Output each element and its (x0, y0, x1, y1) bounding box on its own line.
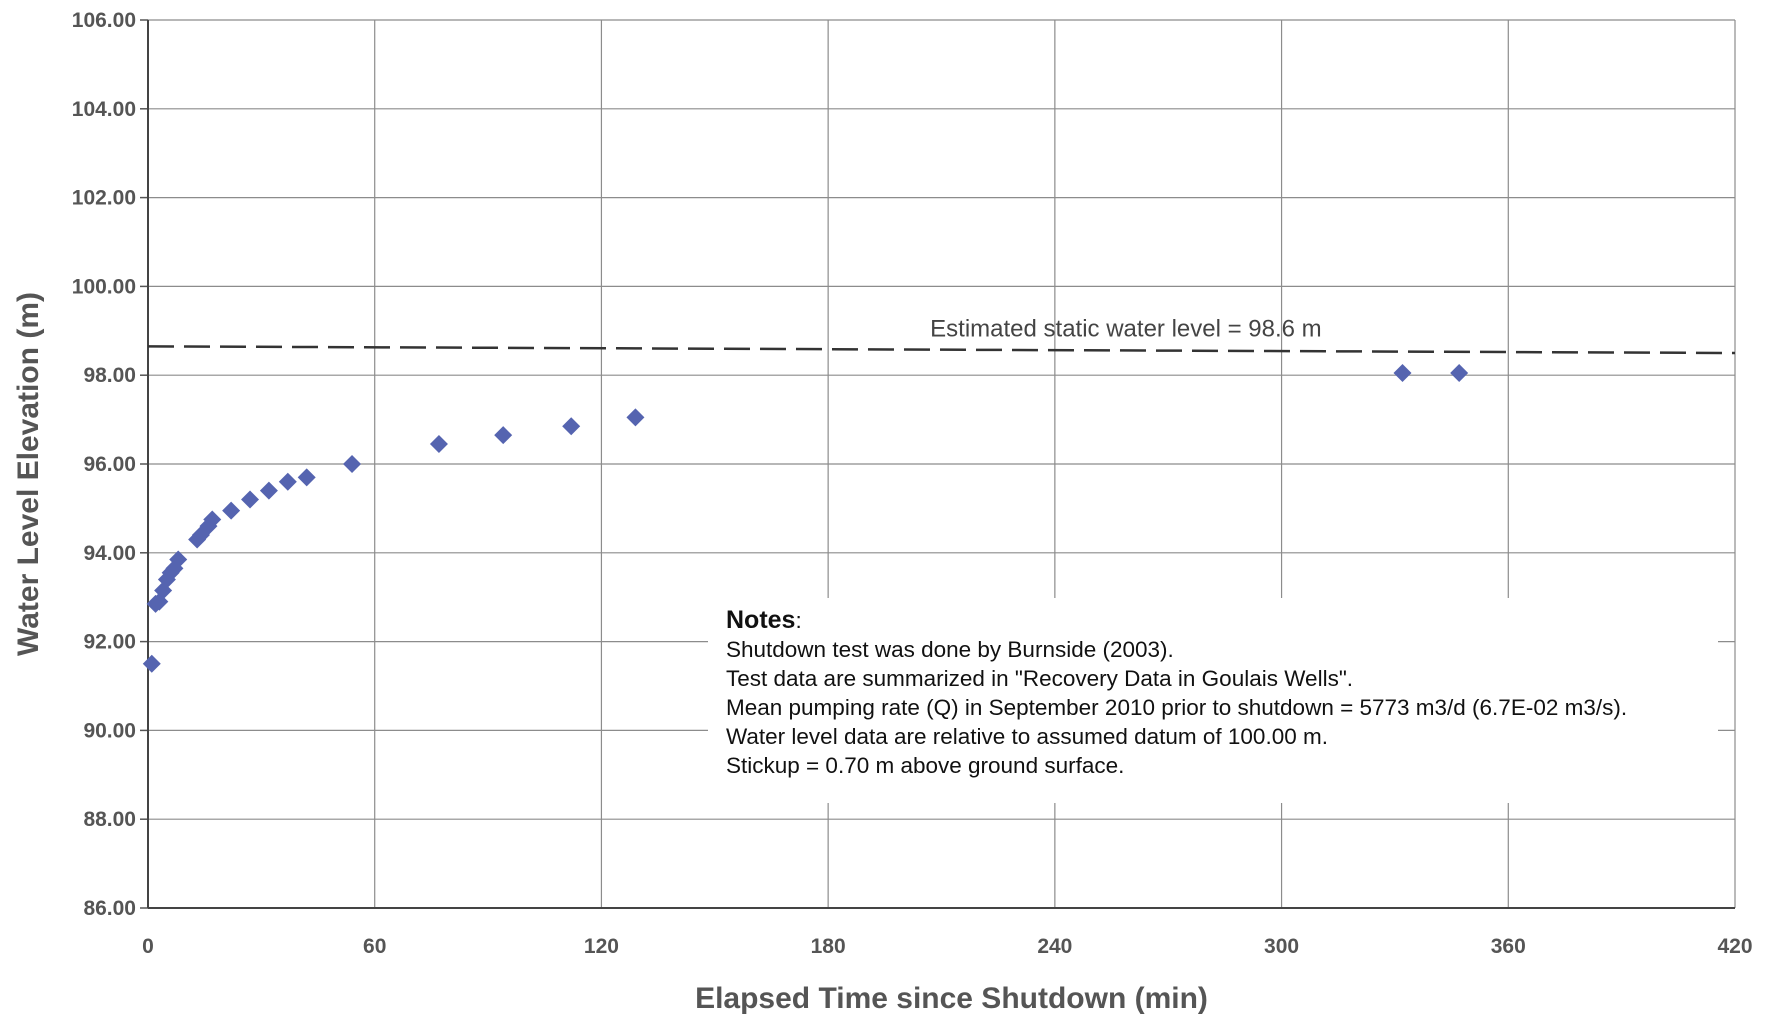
x-tick-label: 240 (1037, 935, 1072, 958)
data-point (203, 510, 222, 529)
y-tick-label: 96.00 (83, 453, 136, 476)
annotations: Estimated static water level = 98.6 m (147, 316, 1736, 355)
data-points (142, 363, 1469, 673)
y-tick-label: 100.00 (72, 275, 136, 298)
y-tick-label: 94.00 (83, 542, 136, 565)
y-tick-label: 102.00 (72, 187, 136, 210)
data-point (1393, 363, 1412, 382)
y-tick-label: 106.00 (72, 9, 136, 32)
data-point (343, 455, 362, 473)
x-tick-label: 420 (1717, 935, 1752, 958)
data-point (297, 468, 316, 487)
x-tick-label: 0 (142, 935, 154, 958)
data-point (222, 501, 241, 520)
notes-box: Notes: Shutdown test was done by Burnsid… (708, 598, 1718, 803)
x-tick-label: 360 (1491, 935, 1526, 958)
data-point (562, 417, 581, 436)
x-axis-title: Elapsed Time since Shutdown (min) (695, 982, 1208, 1015)
data-point (169, 550, 188, 569)
notes-line: Shutdown test was done by Burnside (2003… (726, 637, 1174, 662)
notes-title: Notes (726, 606, 796, 634)
notes-line: Water level data are relative to assumed… (726, 724, 1328, 749)
notes-line: Stickup = 0.70 m above ground surface. (726, 753, 1125, 778)
y-tick-labels: 86.00 88.00 90.00 92.00 94.00 96.00 98.00 100.0… (72, 9, 136, 920)
y-tick-label: 104.00 (72, 98, 136, 121)
y-tick-label: 92.00 (83, 631, 136, 654)
x-tick-label: 120 (584, 935, 619, 958)
notes-line: Test data are summarized in "Recovery Da… (726, 666, 1354, 691)
data-point (494, 426, 513, 445)
data-point (429, 435, 448, 454)
data-point (259, 481, 278, 500)
static-water-level-line (147, 345, 1736, 355)
data-point (278, 472, 297, 491)
data-point (626, 408, 645, 427)
x-tick-labels: 0 60 120 180 240 300 360 420 (142, 935, 1752, 958)
y-axis-title: Water Level Elevation (m) (12, 292, 45, 656)
x-tick-label: 180 (811, 935, 846, 958)
data-point (241, 490, 260, 509)
y-tick-label: 86.00 (83, 897, 136, 920)
axes (140, 19, 1735, 909)
x-tick-label: 300 (1264, 935, 1299, 958)
notes-line: Mean pumping rate (Q) in September 2010 … (726, 695, 1628, 720)
data-point (142, 654, 161, 673)
static-water-level-label: Estimated static water level = 98.6 m (930, 316, 1322, 343)
y-tick-label: 88.00 (83, 808, 136, 831)
y-tick-label: 98.00 (83, 364, 136, 387)
data-point (1450, 363, 1469, 382)
y-tick-label: 90.00 (83, 719, 136, 742)
x-tick-label: 60 (363, 935, 386, 958)
